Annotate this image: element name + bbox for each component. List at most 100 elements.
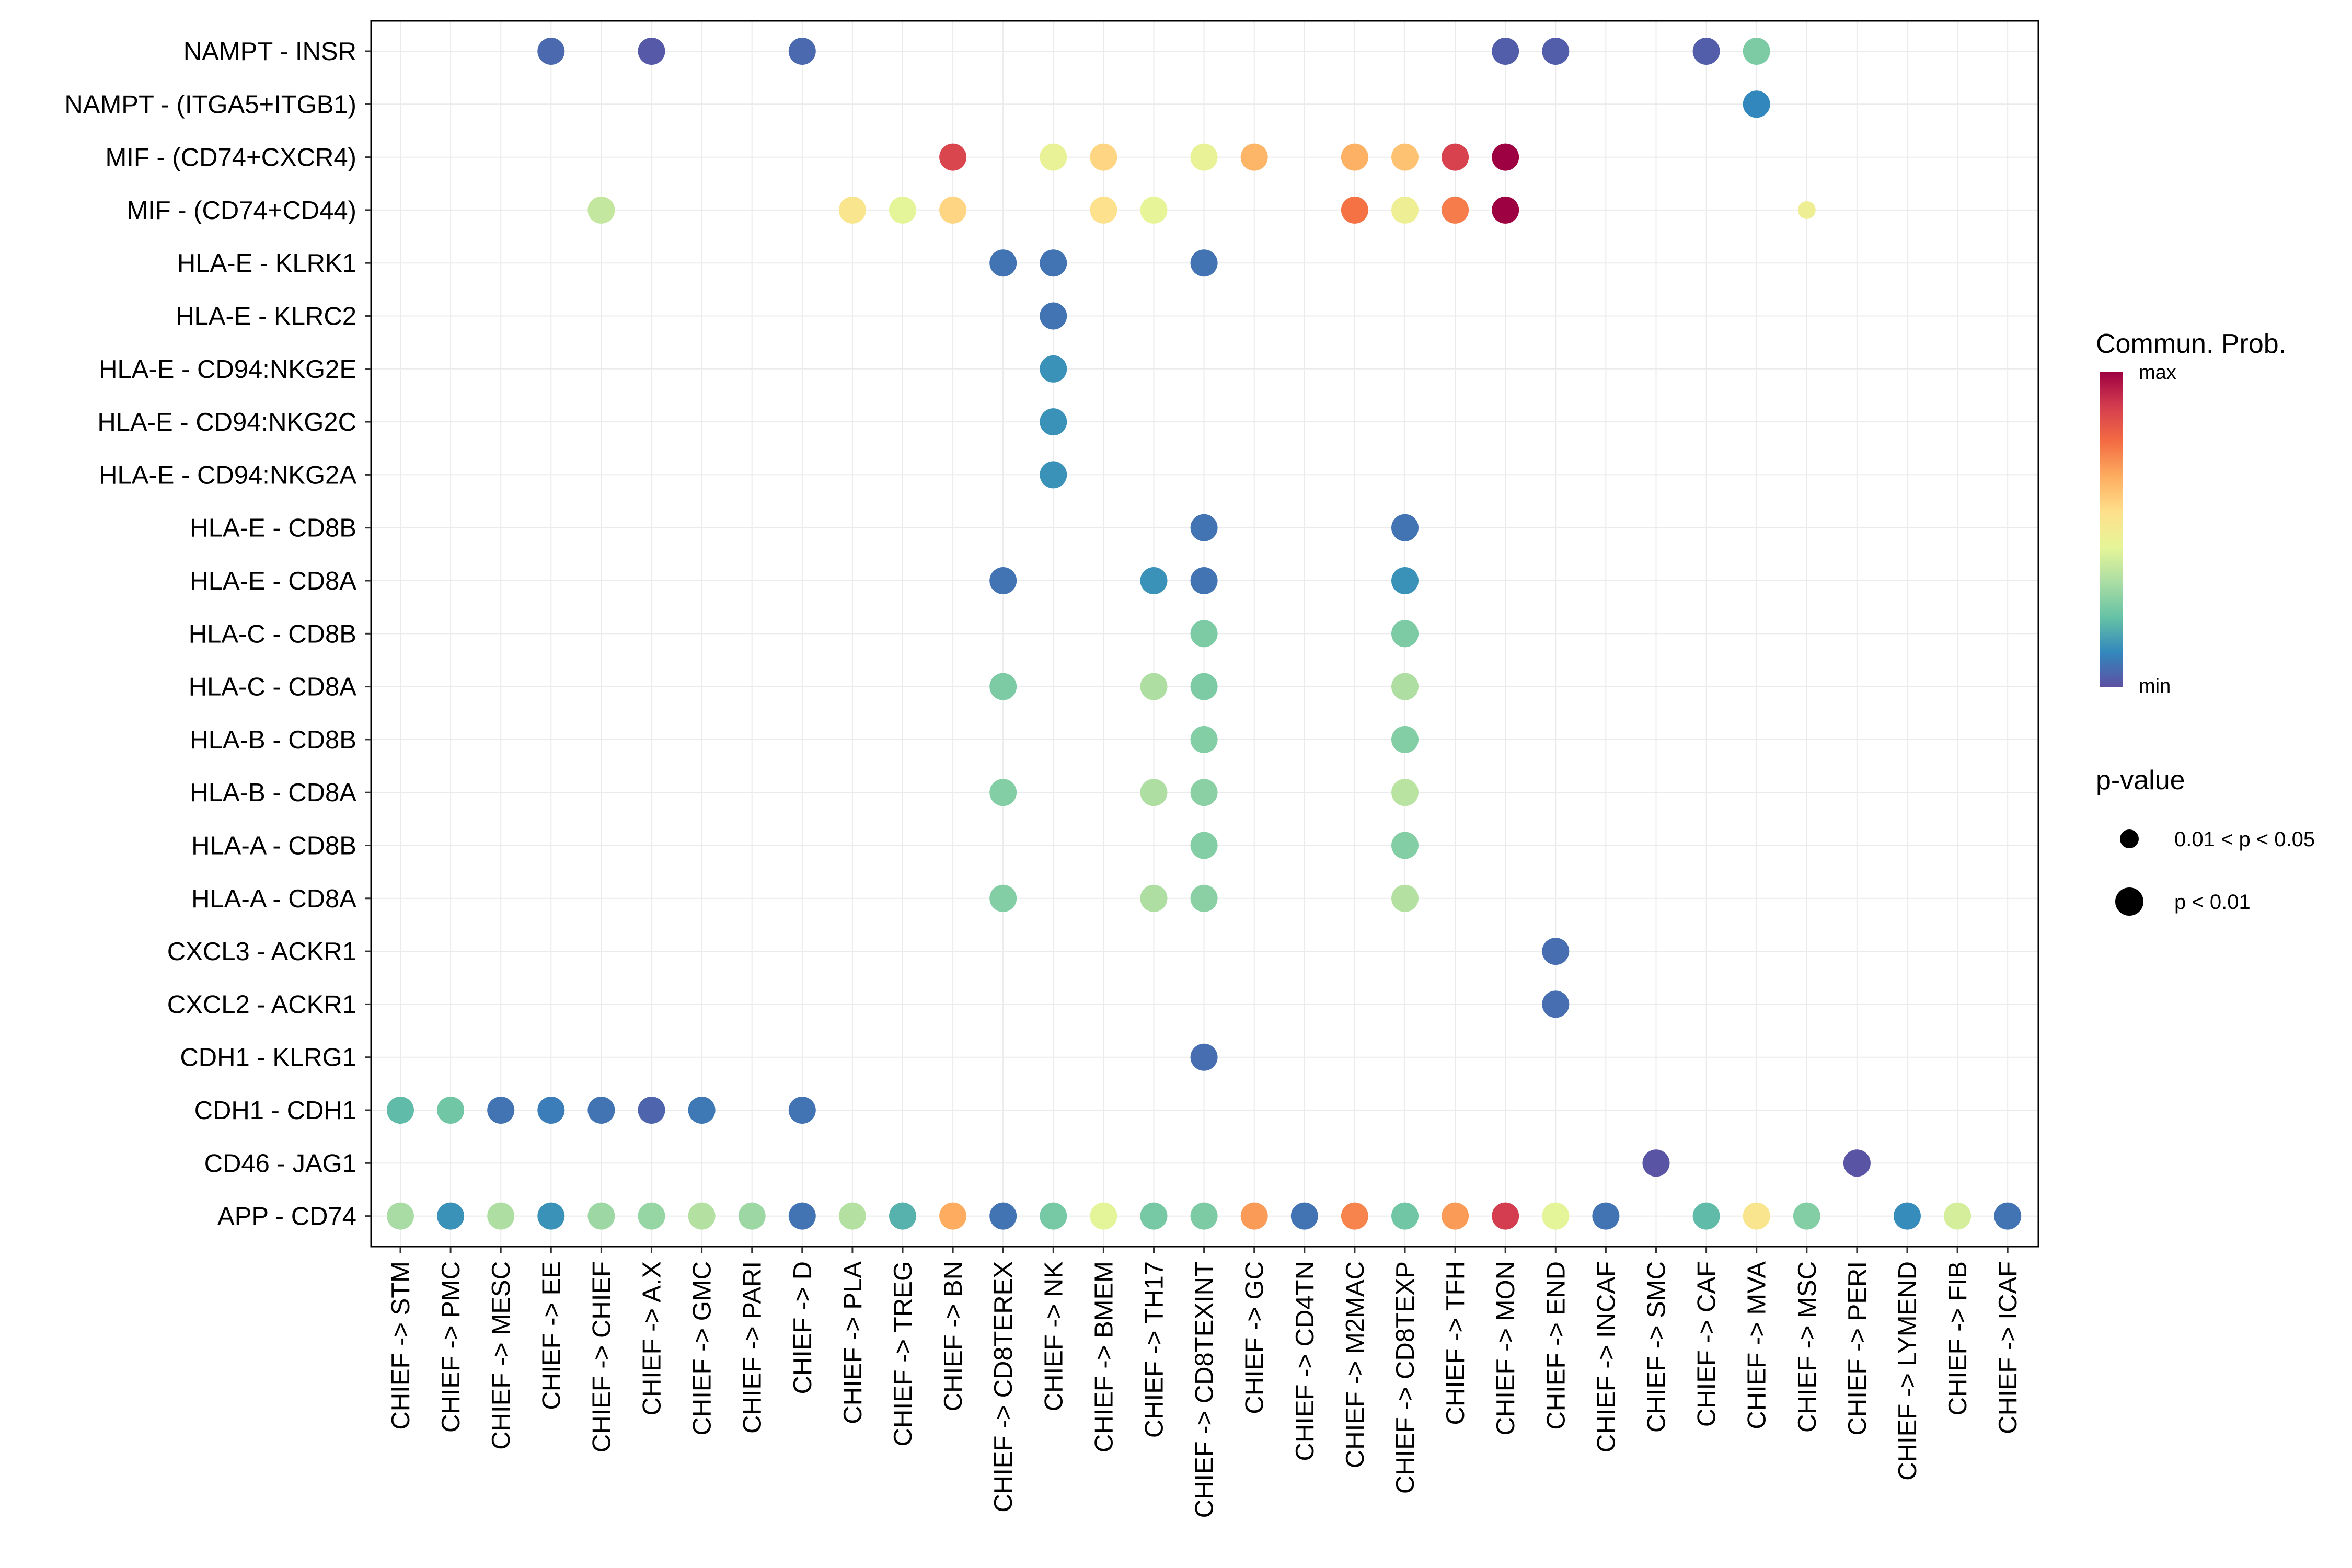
size-legend-large-label: p < 0.01 <box>2174 891 2251 914</box>
x-tick-label: CHIEF -> M2MAC <box>1341 1261 1369 1468</box>
dot-point <box>1040 355 1067 383</box>
y-tick-label: CDH1 - CDH1 <box>194 1097 356 1125</box>
dot-point <box>1040 302 1067 330</box>
x-axis: CHIEF -> STM CHIEF -> PMC CHIEF -> MESC CHI… <box>387 1247 2022 1518</box>
dot-point <box>1843 1149 1871 1177</box>
dot-point <box>1190 143 1218 171</box>
y-tick-label: HLA-E - CD94:NKG2C <box>97 408 356 436</box>
x-tick-label: CHIEF -> BMEM <box>1090 1261 1118 1452</box>
dot-point <box>587 1202 615 1230</box>
y-tick-label: HLA-C - CD8B <box>189 620 356 648</box>
x-tick-label: CHIEF -> PLA <box>839 1261 867 1424</box>
dot-point <box>1341 196 1368 224</box>
dot-point <box>1040 1202 1067 1230</box>
dot-point <box>1692 38 1720 65</box>
y-tick-label: HLA-E - CD8A <box>190 567 356 595</box>
dot-point <box>1743 38 1770 65</box>
y-axis: NAMPT - INSR NAMPT - (ITGA5+ITGB1) MIF - (… <box>64 38 371 1231</box>
dot-point <box>1442 196 1469 224</box>
dot-point <box>1391 779 1419 806</box>
dot-point <box>1692 1202 1720 1230</box>
dot-point <box>1542 938 1570 965</box>
x-tick-label: CHIEF -> PERI <box>1843 1261 1872 1436</box>
x-tick-label: CHIEF -> END <box>1542 1261 1570 1430</box>
y-tick-label: HLA-E - KLRK1 <box>177 249 356 278</box>
y-tick-label: NAMPT - INSR <box>183 38 356 66</box>
x-tick-label: CHIEF -> CD8TEXP <box>1391 1261 1420 1494</box>
x-tick-label: CHIEF -> EE <box>537 1261 566 1410</box>
dot-point <box>1797 201 1816 219</box>
dot-point <box>1391 832 1419 859</box>
dot-point <box>1391 514 1419 541</box>
dot-point <box>688 1202 716 1230</box>
dot-point <box>1040 143 1067 171</box>
y-tick-label: CD46 - JAG1 <box>204 1149 356 1178</box>
dot-point <box>738 1202 766 1230</box>
x-tick-label: CHIEF -> CD8TEXINT <box>1191 1261 1219 1518</box>
dot-point <box>1140 779 1168 806</box>
dot-point <box>1542 990 1570 1018</box>
dot-point <box>989 673 1017 700</box>
size-legend-large-dot <box>2115 887 2143 916</box>
x-tick-label: CHIEF -> MVA <box>1743 1261 1771 1429</box>
color-legend-bar <box>2100 372 2123 687</box>
dot-point <box>1391 725 1419 753</box>
dot-point <box>1944 1202 1971 1230</box>
dot-point <box>1442 1202 1469 1230</box>
x-tick-label: CHIEF -> D <box>789 1261 817 1394</box>
x-tick-label: CHIEF -> BN <box>939 1261 967 1411</box>
size-legend: p-value 0.01 < p < 0.05 p < 0.01 <box>2096 765 2315 916</box>
dot-point <box>638 1202 665 1230</box>
dot-point <box>1492 38 1519 65</box>
size-legend-small-label: 0.01 < p < 0.05 <box>2174 828 2315 851</box>
y-tick-label: HLA-C - CD8A <box>189 673 357 701</box>
x-tick-label: CHIEF -> CHIEF <box>587 1261 616 1452</box>
x-tick-label: CHIEF -> TFH <box>1442 1261 1470 1425</box>
x-tick-label: CHIEF -> SMC <box>1643 1261 1671 1433</box>
dot-point <box>1492 1202 1519 1230</box>
x-tick-label: CHIEF -> GC <box>1241 1261 1269 1414</box>
y-tick-label: HLA-E - CD94:NKG2A <box>99 461 356 489</box>
dot-point <box>1190 1202 1218 1230</box>
dot-point <box>1592 1202 1620 1230</box>
dot-point <box>1140 567 1168 594</box>
y-tick-label: HLA-E - CD8B <box>190 514 356 543</box>
dot-point <box>387 1202 414 1230</box>
y-tick-label: HLA-E - KLRC2 <box>176 303 356 331</box>
dot-point <box>1190 567 1218 594</box>
dot-point <box>788 1202 816 1230</box>
dot-point <box>1190 832 1218 859</box>
dot-point <box>1994 1202 2022 1230</box>
dot-point <box>1894 1202 1921 1230</box>
dot-point <box>1190 620 1218 648</box>
x-tick-label: CHIEF -> NK <box>1040 1261 1068 1412</box>
y-tick-label: NAMPT - (ITGA5+ITGB1) <box>64 90 356 119</box>
x-tick-label: CHIEF -> PMC <box>437 1261 465 1433</box>
dot-point <box>537 1202 565 1230</box>
y-tick-label: CXCL2 - ACKR1 <box>167 990 356 1019</box>
color-legend-max-label: max <box>2139 362 2176 384</box>
dot-point <box>1140 673 1168 700</box>
y-tick-label: CXCL3 - ACKR1 <box>167 938 356 966</box>
x-tick-label: CHIEF -> FIB <box>1944 1261 1972 1415</box>
dot-point <box>638 1097 665 1124</box>
dot-point <box>889 196 916 224</box>
dot-point <box>1040 461 1067 489</box>
dot-point <box>1391 620 1419 648</box>
dot-point <box>1290 1202 1318 1230</box>
y-tick-label: MIF - (CD74+CD44) <box>126 197 356 225</box>
x-tick-label: CHIEF -> MON <box>1492 1261 1520 1435</box>
dot-point <box>1642 1149 1670 1177</box>
dot-point <box>1341 143 1368 171</box>
dot-point <box>1341 1202 1368 1230</box>
x-tick-label: CHIEF -> ICAF <box>1994 1261 2022 1434</box>
y-tick-label: MIF - (CD74+CXCR4) <box>105 144 356 172</box>
dot-point <box>1492 196 1519 224</box>
dot-point <box>1190 514 1218 541</box>
color-legend: Commun. Prob. max min <box>2096 329 2286 697</box>
dot-point <box>1140 884 1168 912</box>
dot-point <box>1391 1202 1419 1230</box>
y-tick-label: HLA-A - CD8B <box>191 832 356 860</box>
dot-point <box>1793 1202 1820 1230</box>
dot-point <box>989 1202 1017 1230</box>
